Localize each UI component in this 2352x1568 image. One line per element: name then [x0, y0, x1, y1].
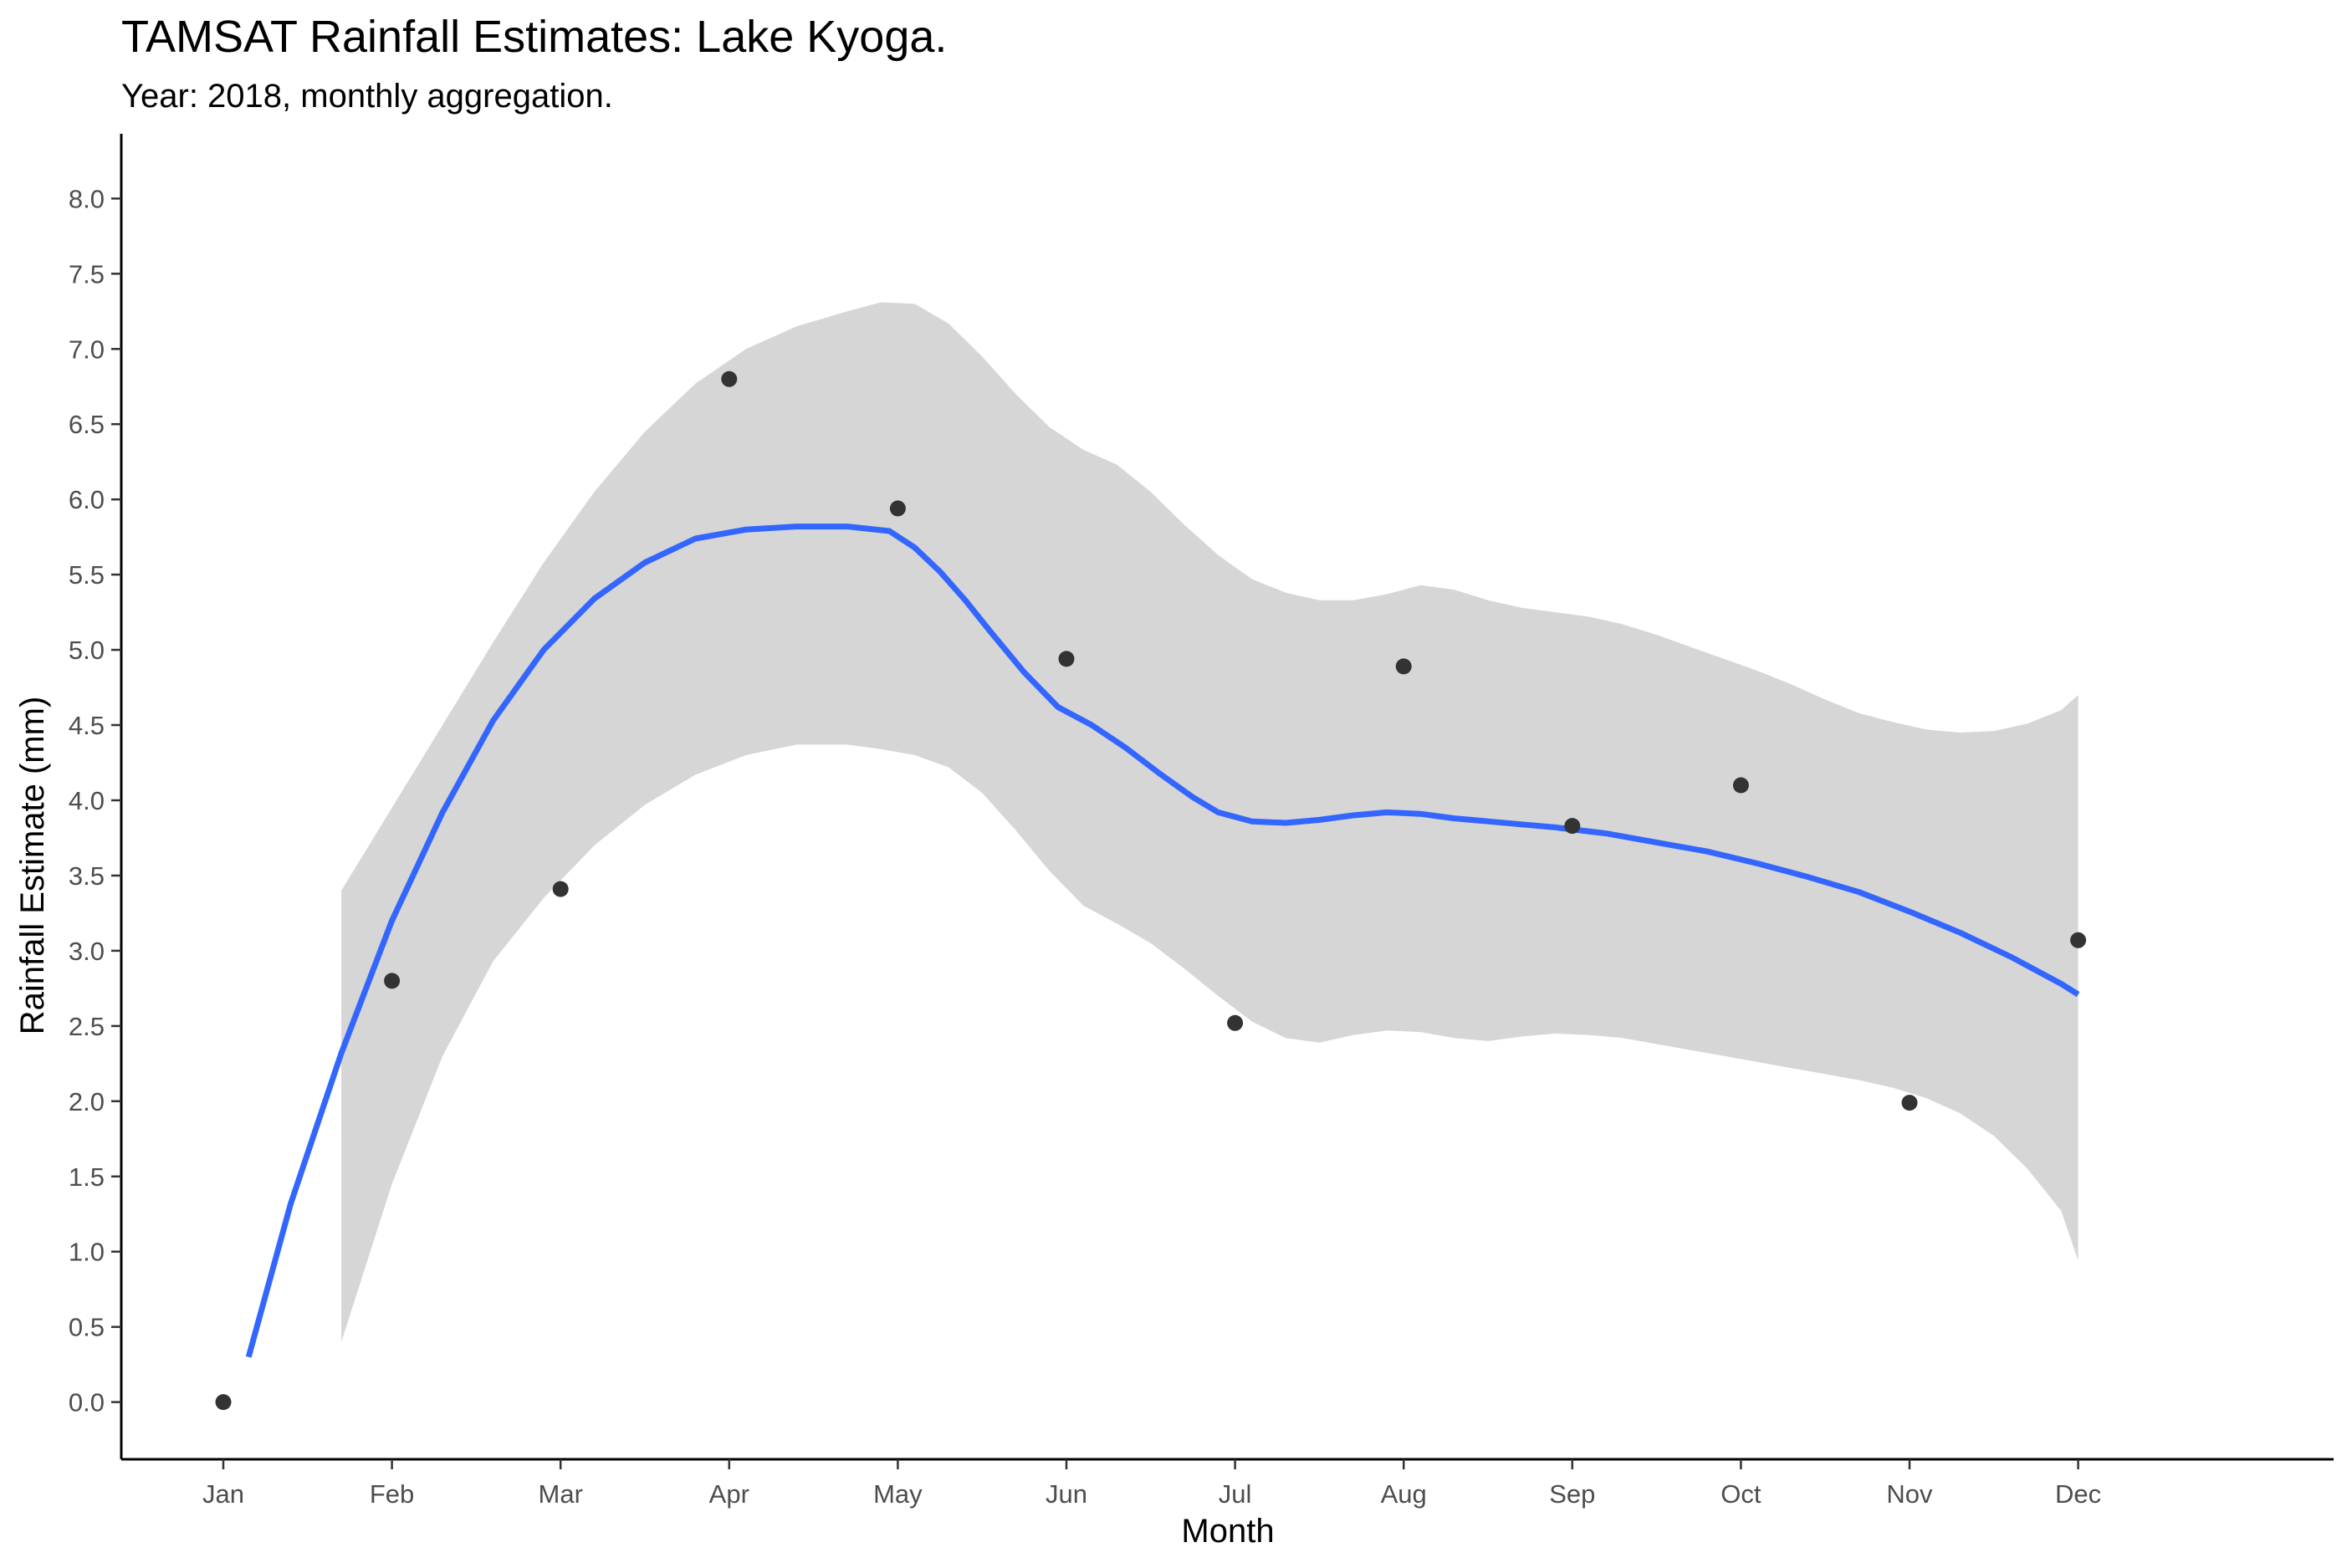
data-point-oct — [1732, 777, 1749, 794]
data-point-apr — [721, 370, 738, 387]
y-tick-label: 2.0 — [69, 1087, 105, 1116]
data-point-nov — [1901, 1095, 1918, 1111]
confidence-band — [341, 302, 2078, 1342]
y-tick-label: 4.5 — [69, 711, 105, 740]
data-points-layer — [215, 370, 2087, 1411]
y-axis-ticks: 0.0 0.5 1.0 1.5 2.0 2.5 3.0 3.5 4.0 4.5 5.0 5.5 6.0 6… — [69, 184, 121, 1417]
y-tick-label: 5.0 — [69, 636, 105, 665]
x-tick-label-dec: Dec — [2055, 1479, 2101, 1509]
y-tick-label: 5.5 — [69, 560, 105, 590]
data-point-feb — [384, 973, 401, 989]
x-tick-label-apr: Apr — [709, 1479, 749, 1509]
y-tick-label: 8.0 — [69, 184, 105, 213]
confidence-band-layer — [341, 302, 2078, 1342]
x-tick-label-jun: Jun — [1046, 1479, 1087, 1509]
chart-title: TAMSAT Rainfall Estimates: Lake Kyoga. — [121, 12, 947, 62]
x-tick-label-jan: Jan — [202, 1479, 244, 1509]
smooth-trend-line — [245, 524, 2080, 1358]
data-point-aug — [1395, 658, 1412, 675]
data-point-jul — [1227, 1014, 1244, 1031]
x-tick-label-feb: Feb — [370, 1479, 414, 1509]
y-tick-label: 7.0 — [69, 335, 105, 364]
y-tick-label: 1.0 — [69, 1238, 105, 1267]
x-tick-label-sep: Sep — [1549, 1479, 1595, 1509]
y-tick-label: 7.5 — [69, 259, 105, 289]
y-tick-label: 4.0 — [69, 786, 105, 815]
y-tick-label: 0.5 — [69, 1313, 105, 1342]
data-point-may — [889, 500, 906, 517]
smooth-line-layer — [245, 524, 2080, 1358]
y-tick-label: 6.0 — [69, 485, 105, 514]
x-tick-label-jul: Jul — [1219, 1479, 1252, 1509]
y-tick-label: 1.5 — [69, 1162, 105, 1192]
y-tick-label: 6.5 — [69, 410, 105, 439]
y-tick-label: 3.0 — [69, 937, 105, 966]
chart-subtitle: Year: 2018, monthly aggregation. — [121, 78, 613, 115]
x-tick-label-may: May — [873, 1479, 923, 1509]
data-point-jun — [1058, 651, 1075, 667]
x-tick-label-aug: Aug — [1381, 1479, 1427, 1509]
x-axis-ticks: Jan Feb Mar Apr May Jun Jul Aug Sep Oct Nov Dec — [202, 1459, 2101, 1509]
data-point-mar — [552, 881, 569, 897]
y-tick-label: 0.0 — [69, 1388, 105, 1417]
x-tick-label-nov: Nov — [1886, 1479, 1933, 1509]
x-tick-label-mar: Mar — [539, 1479, 583, 1509]
y-tick-label: 2.5 — [69, 1012, 105, 1041]
data-point-jan — [215, 1394, 232, 1411]
x-axis-title: Month — [1181, 1513, 1274, 1550]
data-point-sep — [1564, 818, 1581, 835]
data-point-dec — [2070, 932, 2087, 948]
y-axis-title: Rainfall Estimate (mm) — [14, 697, 51, 1035]
x-tick-label-oct: Oct — [1721, 1479, 1761, 1509]
y-tick-label: 3.5 — [69, 861, 105, 891]
